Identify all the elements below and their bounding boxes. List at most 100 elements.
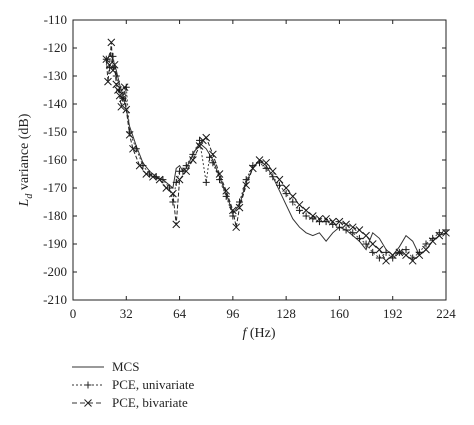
data-point-pce-bivariate [102,55,111,64]
data-point-pce-univariate [302,212,310,220]
data-point-pce-bivariate [402,251,410,260]
x-tick-label: 0 [70,306,77,321]
data-point-pce-univariate [139,162,147,170]
data-point-pce-univariate [196,136,204,144]
y-tick-label: -130 [43,68,67,83]
data-point-pce-bivariate [442,228,450,237]
x-tick-label: 32 [120,306,133,321]
data-point-pce-bivariate [435,231,444,240]
data-point-pce-univariate [362,240,370,248]
data-point-pce-bivariate [355,226,364,234]
data-point-pce-bivariate [415,251,424,260]
data-point-pce-univariate [189,150,197,158]
y-tick-label: -120 [43,40,67,55]
data-point-pce-bivariate [142,170,151,178]
data-point-pce-univariate [335,223,343,231]
data-point-pce-univariate [169,198,177,206]
data-point-pce-univariate [182,162,190,170]
data-point-pce-univariate [355,234,363,242]
legend-marker-plus-icon [84,381,92,389]
data-point-pce-univariate [422,240,430,248]
data-point-pce-univariate [369,248,377,256]
data-point-pce-univariate [236,198,244,206]
data-point-pce-bivariate [342,220,350,229]
data-point-pce-bivariate [255,156,264,164]
data-point-pce-bivariate [275,175,284,184]
data-point-pce-univariate [216,176,224,184]
data-point-pce-bivariate [395,248,404,257]
data-point-pce-univariate [282,190,290,198]
data-point-pce-bivariate [235,203,244,212]
plot-series-group [102,38,450,265]
data-point-pce-univariate [159,176,167,184]
data-point-pce-univariate [109,52,117,60]
data-point-pce-bivariate [295,200,304,209]
legend-entry-pce-univariate: PCE, univariate [72,377,195,392]
data-point-pce-univariate [342,226,350,234]
data-point-pce-bivariate [422,245,430,254]
data-point-pce-bivariate [335,217,344,226]
data-point-pce-univariate [295,206,303,214]
data-point-pce-bivariate [288,192,297,201]
data-point-pce-univariate [229,212,237,220]
data-point-pce-univariate [222,192,230,200]
data-point-pce-bivariate [382,256,390,265]
data-point-pce-bivariate [302,206,310,215]
data-point-pce-univariate [269,173,277,181]
data-point-pce-bivariate [162,184,171,192]
data-point-pce-bivariate [169,189,177,198]
data-point-pce-bivariate [202,133,211,142]
x-tick-label: 160 [330,306,350,321]
y-tick-label: -170 [43,180,67,195]
data-point-pce-bivariate [110,60,119,69]
data-point-pce-bivariate [348,223,357,232]
data-point-pce-univariate [402,246,410,254]
y-tick-label: -110 [44,12,67,27]
legend-entry-pce-bivariate: PCE, bivariate [72,395,188,410]
data-point-pce-bivariate [388,251,397,260]
x-tick-label: 64 [173,306,187,321]
legend-entry-mcs: MCS [72,359,139,374]
data-point-pce-bivariate [262,158,271,167]
data-point-pce-bivariate [328,217,337,226]
data-point-pce-bivariate [362,231,370,240]
x-axis-label: f (Hz) [242,326,275,341]
data-point-pce-univariate [275,181,283,189]
y-tick-label: -200 [43,264,67,279]
legend-label-pce-univariate: PCE, univariate [112,377,195,392]
data-point-pce-bivariate [182,167,191,176]
data-point-pce-bivariate [315,214,324,223]
data-point-pce-bivariate [428,237,437,246]
y-axis: -110 -120 -130 -140 -150 -160 -170 -180 -190 -200… [43,12,446,307]
x-tick-label: 96 [226,306,240,321]
data-point-pce-bivariate [114,86,122,94]
x-tick-label: 128 [276,306,296,321]
data-point-pce-bivariate [268,167,277,176]
legend-label-mcs: MCS [112,359,139,374]
data-point-pce-bivariate [215,170,224,178]
legend: MCS PCE, univariate PCE, bivariate [72,359,195,410]
data-point-pce-bivariate [129,144,137,153]
x-tick-label: 224 [436,306,456,321]
data-point-pce-bivariate [368,240,377,248]
data-point-pce-bivariate [107,38,116,47]
x-tick-label: 192 [383,306,403,321]
data-point-pce-bivariate [172,220,181,229]
data-point-pce-bivariate [248,164,257,173]
data-point-pce-bivariate [122,105,131,114]
data-point-pce-bivariate [242,181,251,190]
data-point-pce-bivariate [119,94,127,103]
data-point-pce-univariate [375,254,383,262]
data-point-pce-univariate [132,145,140,153]
data-point-pce-bivariate [195,142,204,150]
data-point-pce-bivariate [375,245,384,254]
y-tick-label: -190 [43,236,67,251]
data-point-pce-bivariate [232,223,241,232]
legend-label-pce-bivariate: PCE, bivariate [112,395,188,410]
data-point-pce-bivariate [282,184,290,192]
data-point-pce-bivariate [175,175,184,184]
data-point-pce-bivariate [117,102,126,111]
y-tick-label: -210 [43,292,67,307]
data-point-pce-bivariate [149,172,157,181]
data-point-pce-bivariate [209,150,217,159]
